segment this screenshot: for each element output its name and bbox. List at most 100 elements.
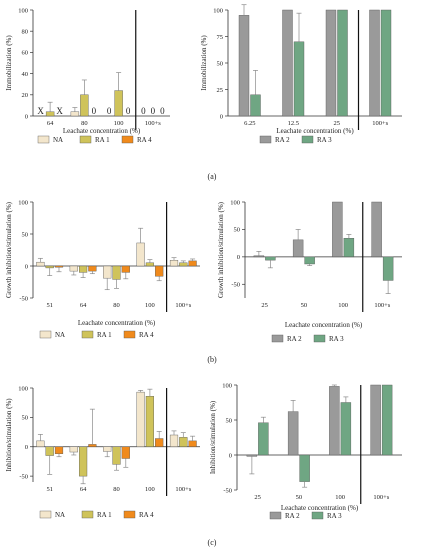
- legend-swatch: [79, 135, 92, 144]
- bar-ra2: [325, 9, 337, 117]
- x-axis-title: Leachate concentration (%): [281, 504, 359, 512]
- y-tick-label: 0: [237, 254, 240, 261]
- y-axis-title: Growth inhibition/stimulation (%): [5, 201, 13, 298]
- x-tick-label: 64: [80, 486, 87, 493]
- bar-annotation: X: [37, 106, 44, 116]
- y-tick-label: 100: [213, 7, 223, 14]
- legend-swatch: [271, 334, 284, 343]
- bar-ra3: [304, 256, 315, 265]
- bar-ra2: [246, 454, 258, 457]
- x-axis-title: Leachate concentration (%): [285, 321, 363, 329]
- bar-na: [169, 434, 179, 447]
- bar-ra1: [80, 94, 89, 117]
- legend-swatch: [259, 135, 272, 144]
- y-tick-label: -50: [223, 487, 232, 494]
- legend-swatch: [81, 330, 94, 339]
- x-tick-label: 100: [338, 302, 348, 309]
- y-tick-label: 80: [22, 29, 29, 36]
- legend-label: NA: [55, 511, 65, 519]
- bar-ra1: [79, 446, 88, 477]
- legend-label: RA 4: [137, 136, 152, 144]
- x-tick-label: 100: [145, 302, 155, 309]
- x-axis-title: Leachate concentration (%): [276, 127, 354, 135]
- bar-ra4: [155, 265, 164, 277]
- legend-swatch: [269, 511, 282, 520]
- bar-ra2: [369, 9, 380, 117]
- bar-na: [36, 440, 45, 447]
- bar-na: [103, 446, 112, 452]
- x-tick-label: 100+s: [372, 120, 388, 127]
- y-tick-label: 50: [22, 415, 29, 422]
- x-tick-label: 64: [80, 302, 87, 309]
- bar-ra1: [45, 446, 54, 456]
- x-tick-label: 100+s: [373, 494, 389, 501]
- bar-ra3: [265, 256, 276, 261]
- x-tick-label: 6.25: [244, 120, 255, 127]
- legend-swatch: [123, 330, 136, 339]
- y-tick-label: 100: [18, 199, 28, 206]
- x-tick-label: 51: [46, 486, 53, 493]
- bar-ra2: [238, 15, 250, 117]
- bar-na: [36, 261, 45, 267]
- legend-swatch: [121, 135, 134, 144]
- bar-ra2: [287, 411, 299, 456]
- y-tick-label: 100: [18, 7, 28, 14]
- y-tick-label: 25: [217, 87, 224, 94]
- bar-ra2: [253, 255, 265, 258]
- panel-label-a: (a): [208, 172, 217, 181]
- bar-annotation: X: [56, 106, 63, 116]
- y-tick-label: -50: [19, 473, 28, 480]
- bar-ra1: [114, 90, 123, 117]
- bar-ra2: [329, 386, 340, 456]
- legend-label: RA 2: [275, 136, 290, 144]
- legend-label: RA 3: [327, 512, 342, 520]
- legend-label: RA 4: [139, 331, 154, 339]
- x-tick-label: 25: [261, 302, 268, 309]
- x-tick-label: 100+s: [374, 302, 390, 309]
- bar-annotation: 0: [141, 106, 146, 116]
- chart-c-left: -50 0 50 100 51 64 80 100 100+s Inhibition/stimul…: [5, 385, 200, 519]
- legend-label: NA: [53, 136, 63, 144]
- bar-ra3: [299, 454, 310, 482]
- bar-ra4: [188, 260, 197, 267]
- y-tick-label: 20: [22, 92, 29, 99]
- bar-ra1: [112, 265, 121, 280]
- x-tick-label: 100: [114, 120, 124, 127]
- bar-ra4: [88, 265, 97, 272]
- bar-ra3: [340, 402, 352, 456]
- y-axis-title: Immobilization (%): [200, 35, 208, 91]
- x-axis-title: Leachate concentration (%): [63, 127, 141, 135]
- bar-ra1: [145, 262, 154, 267]
- chart-b-left: -50 0 50 100 51 64 80 100 100+s Growth inhibition…: [5, 199, 200, 339]
- bar-ra3: [337, 9, 348, 117]
- legend-label: NA: [55, 331, 65, 339]
- bar-na: [169, 260, 179, 267]
- bar-ra3: [343, 238, 355, 258]
- bar-na: [103, 265, 112, 279]
- x-axis-title: Leachate concentration (%): [78, 319, 156, 327]
- bar-ra4: [121, 446, 130, 459]
- bar-ra1: [145, 396, 154, 447]
- x-tick-label: 100+s: [175, 486, 191, 493]
- bar-ra1: [45, 265, 54, 269]
- panel-label-b: (b): [207, 355, 217, 364]
- x-tick-label: 50: [301, 302, 308, 309]
- legend-label: RA 1: [95, 136, 110, 144]
- bar-ra3: [382, 256, 394, 281]
- bar-annotation: 0: [160, 106, 165, 116]
- legend-swatch: [123, 510, 136, 519]
- bar-ra3: [293, 41, 305, 117]
- bar-ra1: [179, 437, 188, 447]
- bar-annotation: 0: [126, 106, 131, 116]
- y-tick-label: 100: [222, 382, 232, 389]
- legend-swatch: [313, 334, 326, 343]
- bar-annotation: 0: [151, 106, 156, 116]
- legend-label: RA 2: [285, 512, 300, 520]
- bar-na: [69, 265, 78, 272]
- y-tick-label: 40: [22, 71, 29, 78]
- y-tick-label: 75: [217, 34, 224, 41]
- bar-ra4: [54, 265, 64, 268]
- legend-swatch: [39, 330, 52, 339]
- x-tick-label: 12.5: [288, 120, 299, 127]
